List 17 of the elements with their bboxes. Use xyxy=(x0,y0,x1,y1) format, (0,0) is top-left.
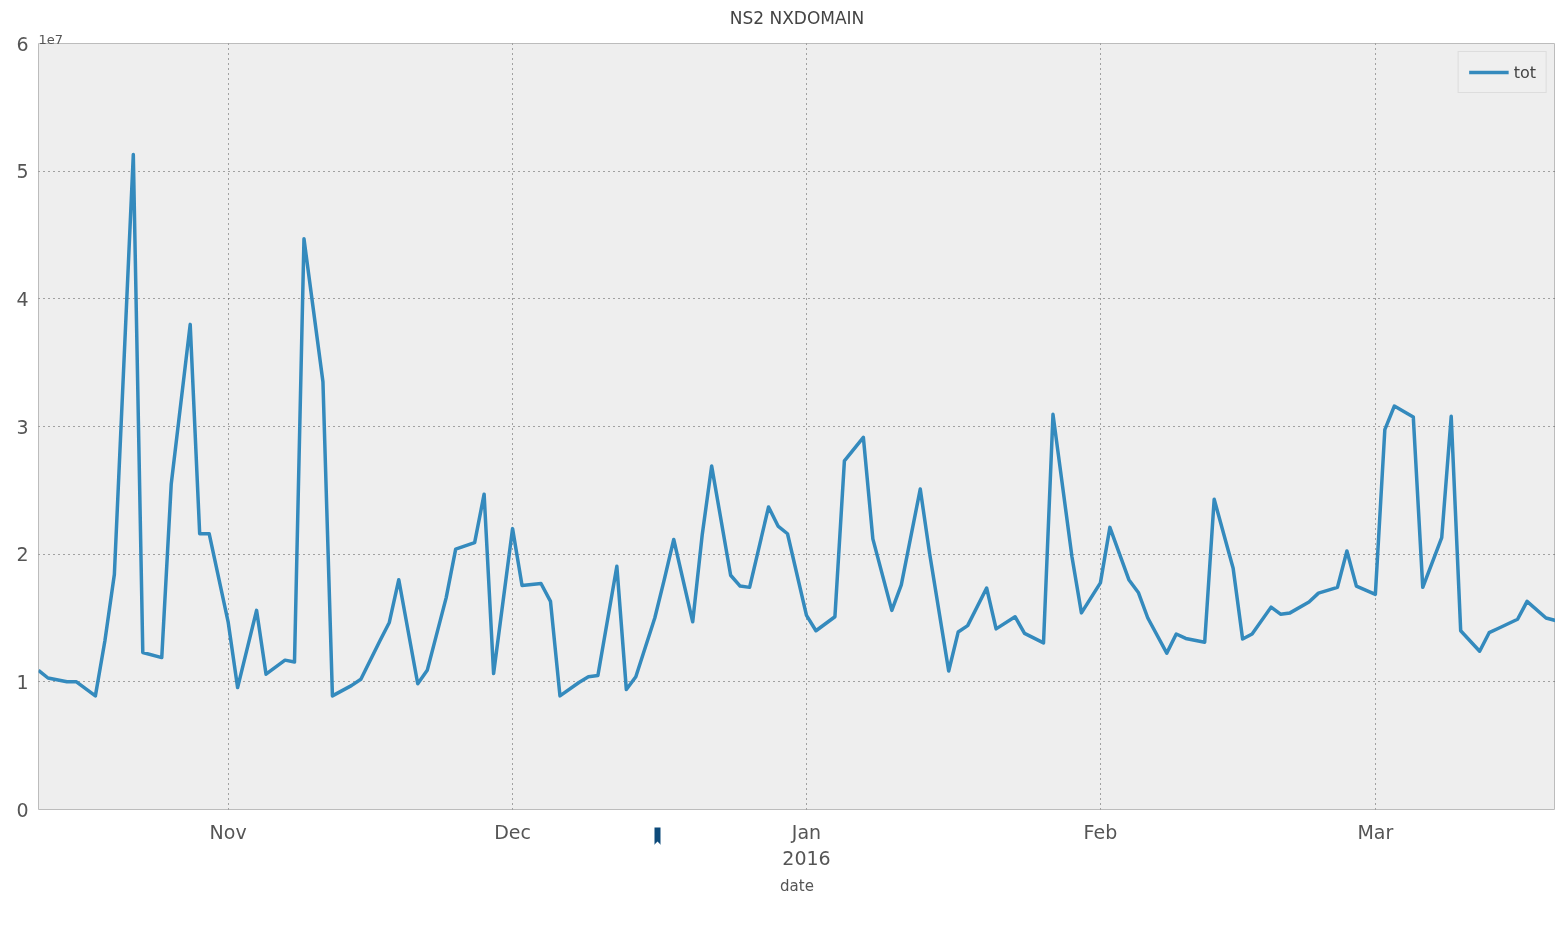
x-tick-label: Jan 2016 xyxy=(782,820,831,869)
annotation: 1e7 xyxy=(38,31,64,47)
x-tick-label: Dec xyxy=(494,820,531,843)
line-series xyxy=(38,152,1555,698)
y-tick-label: 0 xyxy=(16,798,29,821)
y-tick-label: 5 xyxy=(16,160,29,183)
y-tick-label: 6 xyxy=(16,32,29,55)
y-tick-label: 2 xyxy=(16,543,29,566)
x-tick-label: Mar xyxy=(1357,820,1394,843)
x-tick-label: Nov xyxy=(209,820,247,843)
y-tick-label: 3 xyxy=(16,415,29,438)
legend-label: tot xyxy=(1513,62,1536,82)
x-axis-title: date xyxy=(780,876,814,895)
y-tick-label: 4 xyxy=(16,287,29,310)
x-tick-label: Feb xyxy=(1083,820,1118,843)
y-tick-label: 1 xyxy=(16,670,29,693)
chart-title: NS2 NXDOMAIN xyxy=(729,7,865,28)
